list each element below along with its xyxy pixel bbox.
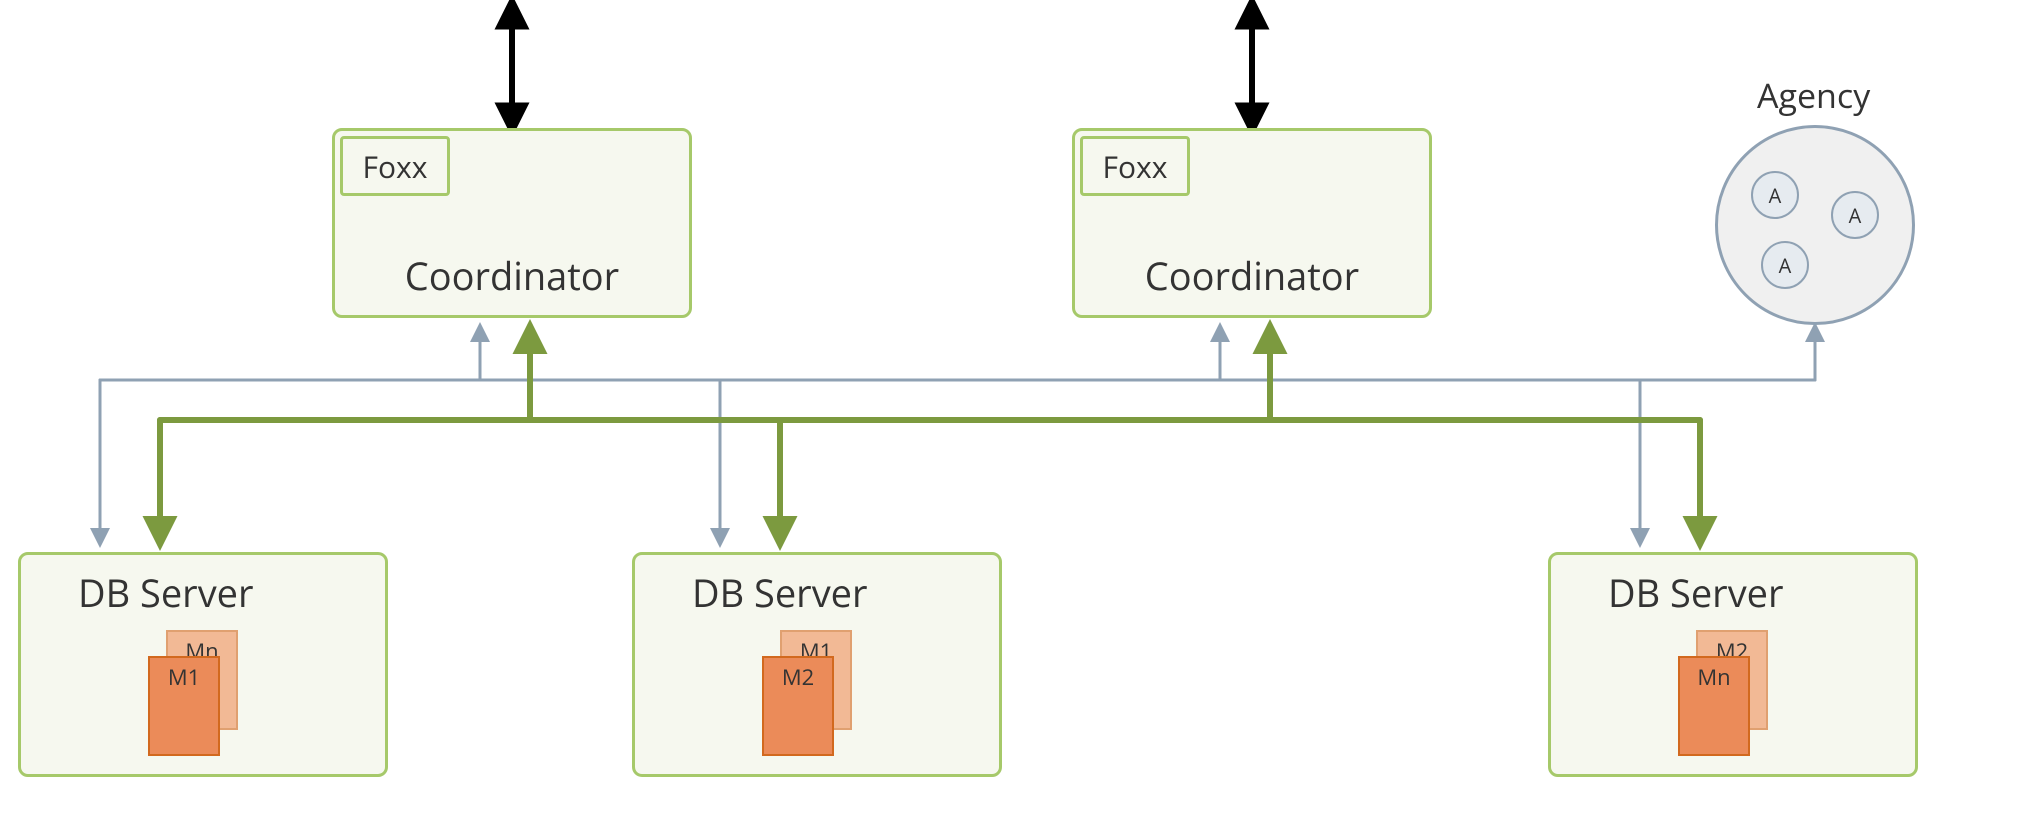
agency-node: A xyxy=(1761,241,1809,289)
agency-node: A xyxy=(1831,191,1879,239)
dbserver-label: DB Server xyxy=(78,567,254,619)
coordinator-label: Coordinator xyxy=(1072,250,1432,302)
shard-front: M2 xyxy=(762,656,834,756)
agency-circle xyxy=(1715,125,1915,325)
diagram-root: { "canvas": { "w": 2036, "h": 830, "bg":… xyxy=(0,0,2036,830)
dbserver-label: DB Server xyxy=(1608,567,1784,619)
shard-front: M1 xyxy=(148,656,220,756)
foxx-badge: Foxx xyxy=(1080,136,1190,196)
dbserver-label: DB Server xyxy=(692,567,868,619)
foxx-badge: Foxx xyxy=(340,136,450,196)
coordinator-label: Coordinator xyxy=(332,250,692,302)
agency-label: Agency xyxy=(1757,72,1870,118)
shard-front: Mn xyxy=(1678,656,1750,756)
agency-node: A xyxy=(1751,171,1799,219)
